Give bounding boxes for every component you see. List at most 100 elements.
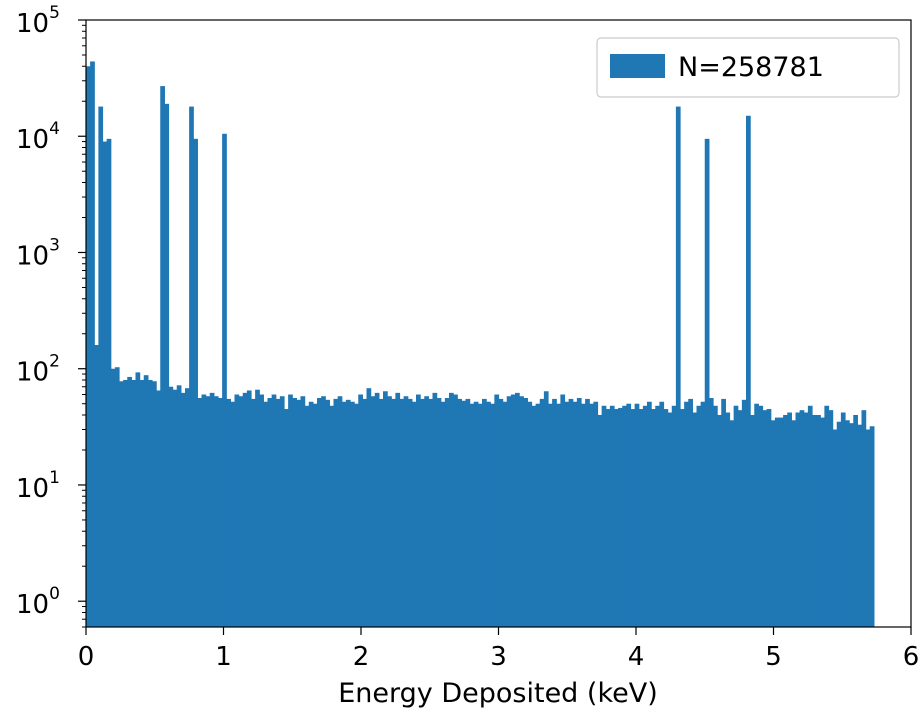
- histogram-bar: [176, 385, 182, 627]
- histogram-bar: [688, 398, 693, 627]
- histogram-bar: [754, 403, 759, 627]
- histogram-bar: [816, 414, 821, 627]
- histogram-bar: [539, 398, 545, 627]
- histogram-bar: [168, 386, 174, 627]
- histogram-bar: [543, 391, 549, 627]
- histogram-bar: [387, 396, 392, 627]
- histogram-bar: [869, 426, 875, 627]
- histogram-bar: [251, 398, 256, 627]
- histogram-bar: [799, 410, 805, 627]
- histogram-bar: [663, 409, 669, 627]
- histogram-bar: [86, 66, 91, 627]
- histogram-bar: [473, 401, 479, 627]
- histogram-bar: [568, 398, 574, 627]
- histogram-bar: [321, 396, 326, 627]
- histogram-bar: [416, 394, 421, 627]
- histogram-bar: [242, 392, 248, 627]
- histogram-bar: [519, 396, 524, 627]
- histogram-bar: [127, 376, 132, 627]
- histogram-bar: [238, 396, 244, 627]
- y-tick-label: 103: [16, 235, 60, 271]
- histogram-bar: [704, 138, 710, 627]
- histogram-bar: [733, 405, 739, 627]
- histogram-bar: [750, 414, 755, 627]
- histogram-bars: [86, 61, 875, 628]
- histogram-bar: [341, 401, 347, 627]
- histogram-bar: [292, 398, 297, 627]
- y-tick-label: 101: [16, 468, 60, 504]
- histogram-bar: [317, 398, 322, 627]
- histogram-bar: [807, 405, 813, 627]
- histogram-bar: [865, 429, 871, 627]
- histogram-bar: [465, 398, 471, 627]
- histogram-bar: [494, 394, 500, 627]
- legend-box: [596, 37, 900, 98]
- histogram-bar: [139, 379, 145, 627]
- histogram-bar: [461, 400, 467, 627]
- histogram-bar: [296, 399, 302, 627]
- histogram-bar: [684, 401, 689, 627]
- histogram-bar: [700, 401, 706, 627]
- histogram-bar: [453, 394, 458, 627]
- histogram-bar: [383, 391, 388, 627]
- histogram-bar: [737, 410, 743, 627]
- histogram-bar: [560, 394, 566, 627]
- histogram-bar: [469, 403, 475, 627]
- x-tick-label: 2: [353, 642, 370, 672]
- histogram-bar: [350, 401, 355, 627]
- histogram-bar: [449, 392, 454, 627]
- x-tick-label: 5: [765, 642, 782, 672]
- histogram-bar: [713, 405, 718, 627]
- histogram-bar: [440, 401, 446, 627]
- histogram-bar: [634, 403, 640, 627]
- histogram-bar: [90, 61, 95, 627]
- y-tick-label: 105: [16, 3, 60, 39]
- histogram-bar: [374, 392, 380, 627]
- histogram-bar: [333, 398, 339, 627]
- legend: N=258781: [596, 37, 900, 98]
- histogram-bar: [411, 401, 417, 627]
- histogram-bar: [787, 412, 792, 627]
- histogram-bar: [589, 403, 594, 627]
- histogram-bar: [605, 409, 611, 627]
- x-tick-label: 6: [903, 642, 920, 672]
- histogram-bar: [630, 409, 636, 627]
- histogram-bar: [209, 392, 215, 627]
- histogram-bar: [482, 398, 487, 627]
- histogram-bar: [403, 396, 409, 627]
- histogram-bar: [114, 367, 120, 627]
- histogram-bar: [246, 390, 252, 627]
- histogram-bar: [378, 398, 384, 627]
- histogram-bar: [428, 398, 434, 627]
- histogram-bar: [143, 375, 149, 627]
- histogram-bar: [795, 412, 801, 627]
- histogram-bar: [659, 401, 665, 627]
- histogram-bar: [820, 417, 825, 627]
- histogram-bar: [572, 401, 578, 627]
- histogram-bar: [201, 394, 207, 627]
- histogram-bar: [692, 412, 698, 627]
- histogram-bar: [671, 405, 677, 627]
- histogram-bar: [667, 412, 673, 627]
- histogram-bar: [746, 115, 751, 628]
- histogram-bar: [849, 423, 854, 627]
- histogram-bar: [729, 420, 735, 627]
- histogram-bar: [477, 403, 483, 627]
- histogram-bar: [614, 409, 619, 627]
- histogram-bar: [123, 379, 128, 627]
- histogram-bar: [267, 398, 273, 627]
- y-axis-ticks: 100 101 102 103 104 105: [16, 3, 86, 628]
- histogram-bar: [618, 407, 623, 627]
- histogram-bar: [275, 398, 281, 627]
- histogram-bar: [510, 394, 516, 627]
- y-tick-label: 102: [16, 352, 60, 388]
- histogram-bar: [626, 403, 632, 627]
- histogram-bar: [279, 396, 285, 627]
- histogram-bar: [535, 403, 541, 627]
- histogram-bar: [766, 409, 772, 627]
- histogram-bar: [783, 414, 788, 627]
- histogram-bar: [828, 410, 834, 627]
- histogram-bar: [502, 401, 508, 627]
- histogram-bar: [98, 106, 104, 627]
- histogram-bar: [222, 133, 227, 627]
